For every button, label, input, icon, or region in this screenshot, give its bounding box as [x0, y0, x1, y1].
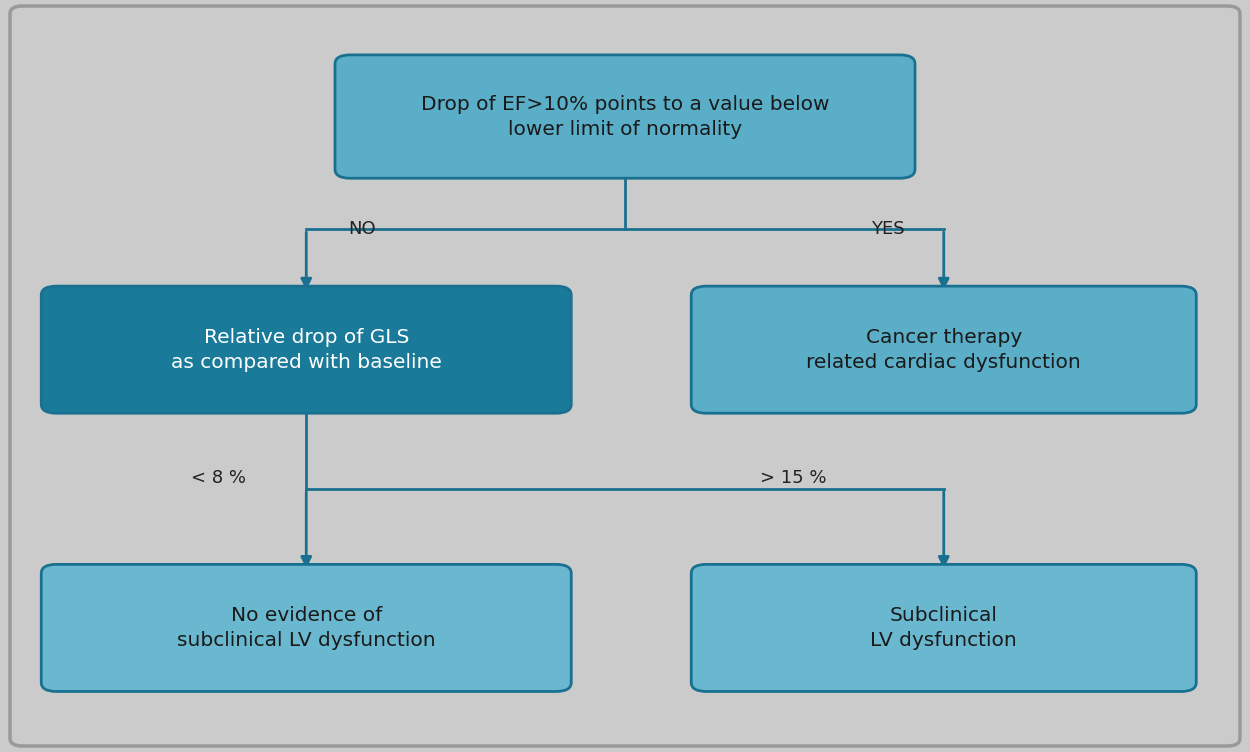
FancyBboxPatch shape [691, 287, 1196, 414]
Text: > 15 %: > 15 % [760, 468, 828, 487]
Text: Subclinical
LV dysfunction: Subclinical LV dysfunction [870, 606, 1017, 650]
FancyBboxPatch shape [41, 564, 571, 692]
FancyBboxPatch shape [691, 564, 1196, 692]
Text: NO: NO [349, 220, 376, 238]
Text: Relative drop of GLS
as compared with baseline: Relative drop of GLS as compared with ba… [171, 328, 441, 371]
FancyBboxPatch shape [41, 287, 571, 414]
Text: Cancer therapy
related cardiac dysfunction: Cancer therapy related cardiac dysfuncti… [806, 328, 1081, 371]
Text: YES: YES [871, 220, 904, 238]
FancyBboxPatch shape [10, 6, 1240, 746]
FancyBboxPatch shape [335, 55, 915, 178]
Text: Drop of EF>10% points to a value below
lower limit of normality: Drop of EF>10% points to a value below l… [421, 95, 829, 138]
Text: No evidence of
subclinical LV dysfunction: No evidence of subclinical LV dysfunctio… [177, 606, 435, 650]
Text: < 8 %: < 8 % [191, 468, 246, 487]
